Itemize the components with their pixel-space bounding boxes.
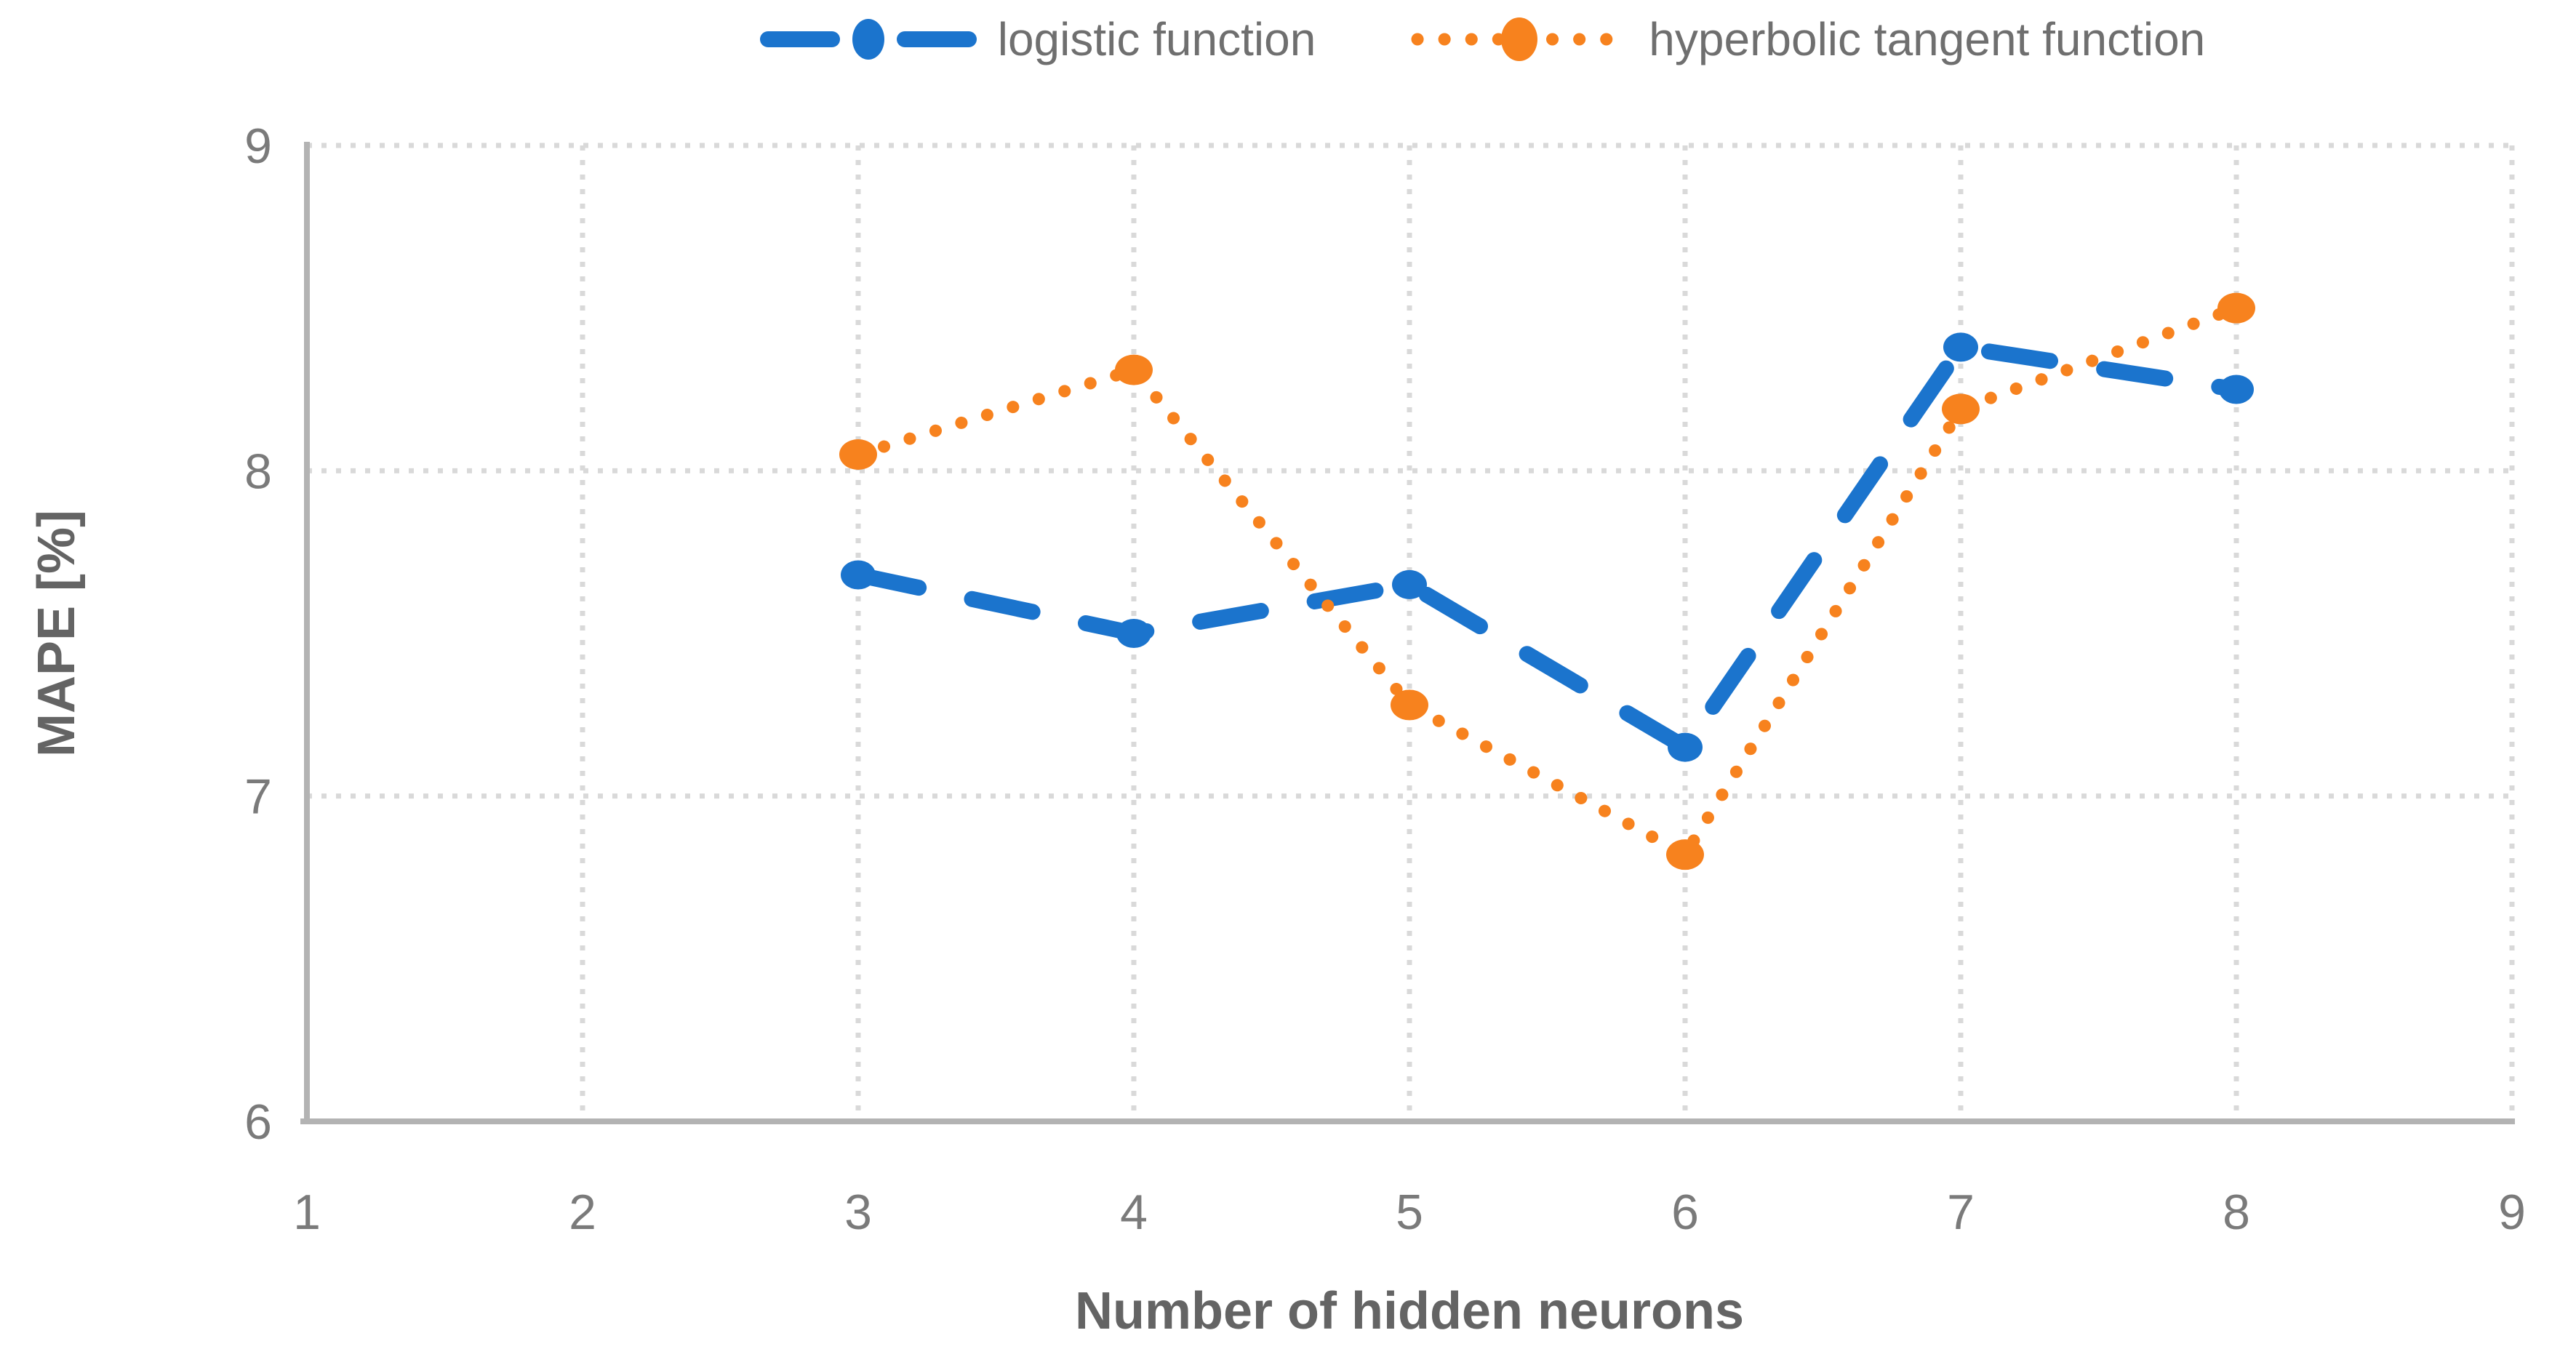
series-line-1 (852, 302, 2243, 861)
legend-item-hyperbolic-tangent-function: hyperbolic tangent function (1410, 4, 2205, 74)
x-tick-label: 6 (1671, 1185, 1699, 1240)
y-tick-label: 7 (244, 769, 272, 825)
series-0-marker-x4 (1116, 619, 1151, 648)
series-0-marker-x7 (1943, 332, 1978, 362)
x-tick-label: 9 (2498, 1185, 2526, 1240)
series-1-marker-x4 (1115, 354, 1153, 385)
x-tick-label: 2 (569, 1185, 596, 1240)
x-tick-label: 4 (1120, 1185, 1148, 1240)
legend-marker (852, 19, 884, 60)
series-line-0 (850, 339, 2244, 756)
legend-label: logistic function (997, 13, 1316, 65)
chart-legend: logistic function hyperbolic tangent fun… (380, 4, 2576, 74)
legend-swatch-dashed-line-marker-icon (759, 19, 977, 60)
legend-label: hyperbolic tangent function (1649, 13, 2206, 65)
y-tick-label: 6 (244, 1094, 272, 1150)
x-tick-label: 8 (2223, 1185, 2250, 1240)
x-tick-label: 7 (1947, 1185, 1975, 1240)
x-axis-title: Number of hidden neurons (1074, 1282, 1744, 1340)
legend-swatch-dotted-line-marker-icon (1411, 17, 1628, 61)
series-0-marker-x5 (1392, 569, 1427, 599)
y-axis-title: MAPE [%] (28, 510, 86, 757)
series-1-marker-x8 (2217, 292, 2255, 324)
x-tick-label: 1 (293, 1185, 321, 1240)
series-1-marker-x3 (839, 439, 877, 470)
x-tick-label: 3 (844, 1185, 872, 1240)
y-tick-label: 9 (244, 119, 272, 174)
series-1-marker-x5 (1391, 689, 1428, 721)
series-0-marker-x8 (2219, 375, 2254, 404)
series-1-marker-x6 (1666, 839, 1704, 870)
series-0-marker-x3 (841, 560, 876, 590)
y-tick-label: 8 (244, 444, 272, 499)
series-1-marker-x7 (1942, 393, 1980, 425)
legend-item-logistic-function: logistic function (759, 4, 1316, 74)
series-0-marker-x6 (1668, 732, 1703, 762)
legend-marker (1501, 17, 1538, 61)
x-tick-label: 5 (1396, 1185, 1423, 1240)
